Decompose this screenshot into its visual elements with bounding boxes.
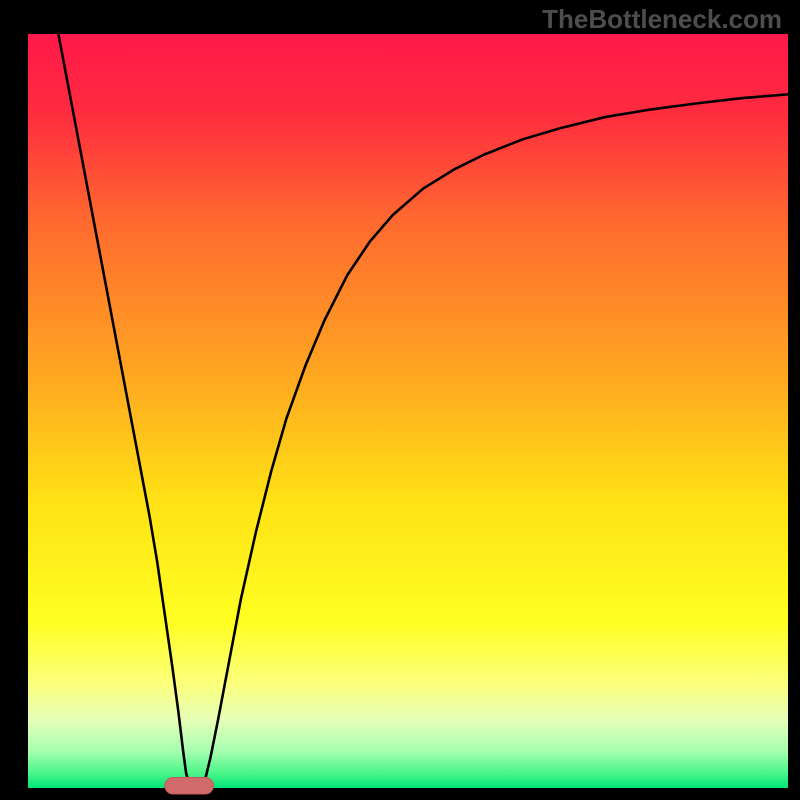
- chart-svg: [28, 34, 788, 788]
- bottleneck-curve: [58, 34, 788, 786]
- minimum-marker: [165, 777, 214, 794]
- chart-container: TheBottleneck.com: [0, 0, 800, 800]
- watermark-text: TheBottleneck.com: [542, 4, 782, 35]
- plot-area: [28, 34, 788, 788]
